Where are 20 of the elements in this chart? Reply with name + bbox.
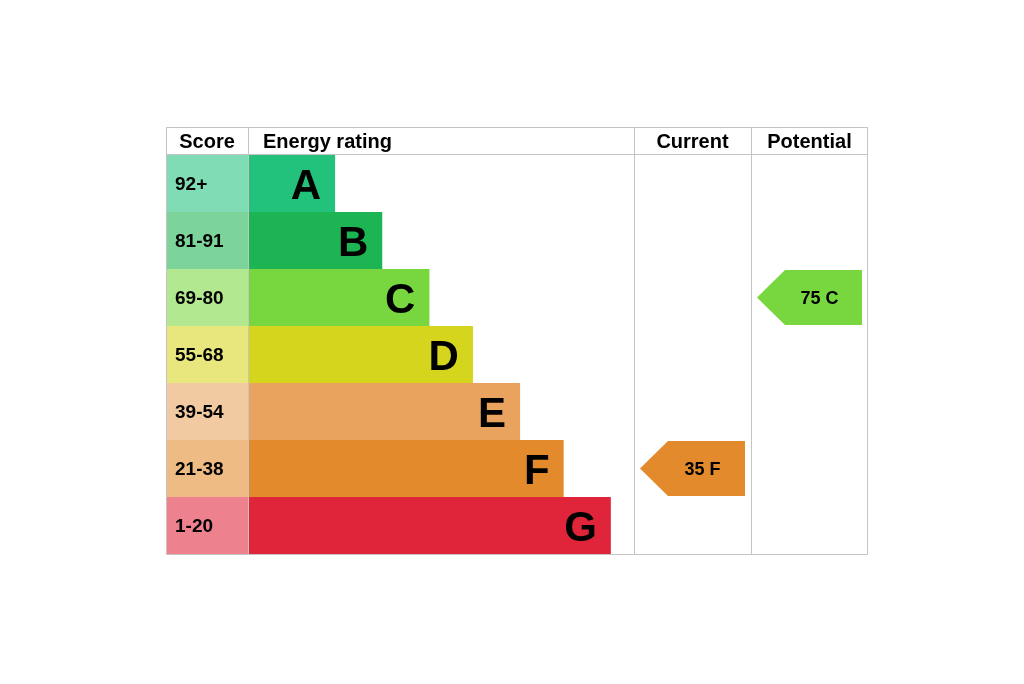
x-axis-title: Energy rating [263,130,392,153]
annotation: B [337,217,369,265]
data-label: 75 C [800,287,839,308]
y-tick-label: 55-68 [175,344,224,366]
data-label: 35 F [684,458,721,479]
y-axis-title: Score [179,130,235,153]
y-tick-label: 81-91 [175,230,225,252]
text: Current [656,130,729,153]
annotation: D [428,331,459,379]
y-tick-label: 21-38 [175,458,224,480]
annotation: E [478,388,507,436]
text: Potential [767,130,852,153]
annotation: A [290,160,322,208]
annotation: C [385,274,416,322]
y-tick-label: 1-20 [175,515,214,537]
y-tick-label: 92+ [175,173,208,195]
y-tick-label: 69-80 [175,287,224,309]
annotation: G [564,502,597,550]
annotation: F [524,445,550,493]
y-tick-label: 39-54 [175,401,225,423]
